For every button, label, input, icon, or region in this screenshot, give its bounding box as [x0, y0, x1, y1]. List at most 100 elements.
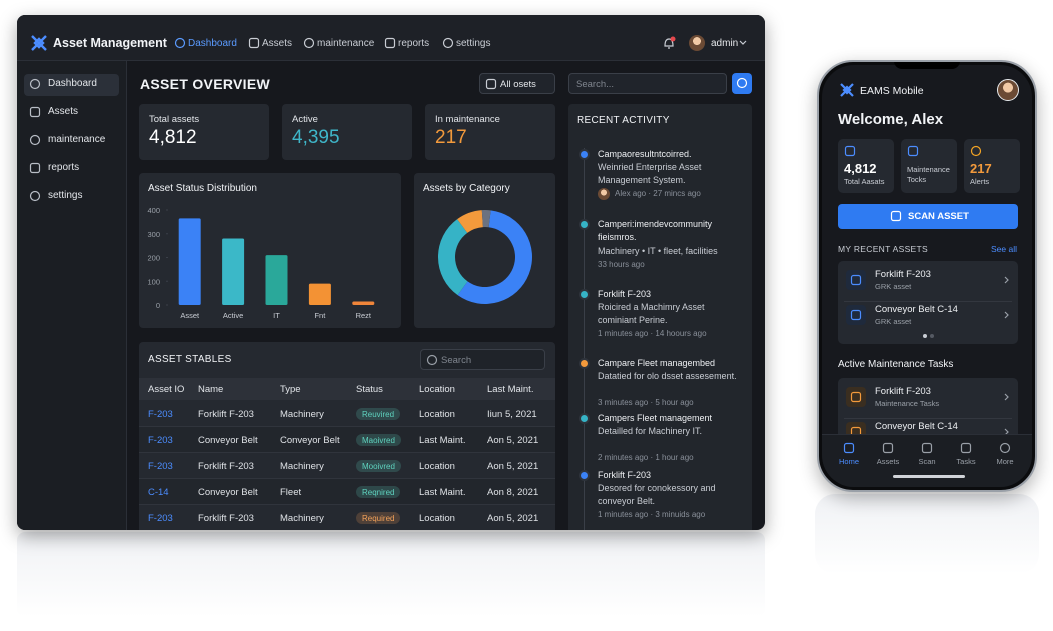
activity-meta: 33 hours ago: [598, 260, 645, 269]
icon: [907, 145, 919, 157]
table-row[interactable]: [139, 479, 555, 505]
y-tick-label: 200: [147, 254, 160, 263]
item-name[interactable]: Forklift F-203: [875, 269, 931, 280]
card-label: Total Aasats: [844, 177, 885, 186]
tab-label[interactable]: Scan: [918, 457, 936, 466]
icon: [960, 442, 972, 454]
overview-title: ASSET OVERVIEW: [140, 76, 270, 92]
logo-shape: [840, 83, 854, 97]
pager-dot: [923, 334, 927, 338]
bar: [265, 255, 288, 305]
activity-heading[interactable]: Campers Fleet management: [598, 413, 713, 423]
activity-text: Roicired a Machimry Asset cominiant Peri…: [598, 302, 705, 325]
nav-item[interactable]: Assets: [262, 38, 293, 49]
timeline-dot: [579, 470, 590, 481]
donut-segment: [438, 219, 468, 296]
icon: [29, 106, 41, 118]
kpi-label: Total assets: [149, 114, 200, 125]
activity-heading[interactable]: Campaoresultntcoirred.: [598, 149, 692, 159]
bar-chart: 0 100 200 300 400 Asset Active IT Fnt Rezt: [147, 206, 375, 320]
filter[interactable]: All osets: [479, 73, 555, 94]
icon: [174, 37, 186, 49]
mobile-card[interactable]: 217 Alerts: [964, 139, 1020, 193]
kpi-value: 4,812: [149, 127, 197, 148]
item-name[interactable]: Conveyor Belt C-14: [875, 421, 958, 432]
icon: [736, 77, 748, 89]
activity-meta: Alex ago · 27 mincs ago: [615, 189, 701, 198]
phone: EAMS Mobile Welcome, Alex 4,812 Total Aasat…: [817, 60, 1037, 492]
card-label: Maintenance Tocks: [907, 165, 950, 184]
tab-label[interactable]: Assets: [876, 457, 900, 466]
mobile-logo: [840, 83, 854, 97]
table-cell: Location: [419, 513, 455, 524]
icon-shape: [890, 210, 902, 222]
table-search[interactable]: Search: [420, 349, 545, 370]
sidebar-item[interactable]: Assets: [48, 106, 79, 117]
mobile-card[interactable]: Maintenance Tocks: [901, 139, 957, 193]
tab-label[interactable]: More: [996, 457, 1014, 466]
kpi-card: In maintenance 217: [425, 104, 555, 160]
table-cell: Aon 5, 2021: [487, 513, 539, 524]
notifications: [664, 36, 676, 49]
tab-label[interactable]: Tasks: [956, 457, 976, 466]
table-cell: Conveyor Belt: [280, 435, 340, 446]
item-name[interactable]: Forklift F-203: [875, 386, 931, 397]
nav-item[interactable]: Dashboard: [188, 38, 237, 49]
mobile-card[interactable]: 4,812 Total Aasats: [838, 139, 894, 193]
nav-item[interactable]: reports: [398, 38, 430, 49]
x-tick-label: Rezt: [356, 311, 372, 320]
category-chart-card: Assets by Category: [414, 173, 555, 328]
table-row[interactable]: [139, 427, 555, 453]
icon-shape: [907, 145, 919, 157]
search-box[interactable]: Search...: [568, 73, 727, 94]
activity-panel: RECENT ACTIVITY Campaoresultntcoirred. Wei…: [568, 104, 752, 530]
item-icon: [846, 305, 866, 325]
icon-shape: [850, 309, 862, 321]
search-button[interactable]: [732, 73, 752, 94]
mobile-avatar[interactable]: [997, 79, 1019, 101]
table-cell: Forklift F-203: [198, 513, 254, 524]
sidebar-item[interactable]: Dashboard: [48, 78, 97, 89]
filter-label: All osets: [500, 79, 536, 90]
greeting: Welcome, Alex: [838, 111, 944, 128]
bar: [308, 283, 331, 305]
sidebar: [17, 61, 127, 530]
activity-heading[interactable]: Camperi:imendevcommunity fieismros.: [598, 219, 713, 242]
item-name[interactable]: Conveyor Belt C-14: [875, 304, 958, 315]
tab-label[interactable]: Home: [838, 457, 859, 466]
icon-shape: [29, 106, 41, 118]
sidebar-item[interactable]: maintenance: [48, 134, 106, 145]
table-row[interactable]: [139, 401, 555, 427]
table-cell: Machinery: [280, 461, 324, 472]
icon: [850, 309, 862, 321]
window-reflection: [17, 532, 765, 617]
table-row[interactable]: [139, 453, 555, 479]
scan-button[interactable]: SCAN ASSET: [838, 204, 1018, 229]
activity-meta: 2 minutes ago · 1 hour ago: [598, 453, 694, 462]
tab-bar: [822, 434, 1032, 487]
item-sub: GRK asset: [875, 317, 912, 326]
nav-item[interactable]: settings: [456, 38, 491, 49]
table-cell: Iiun 5, 2021: [487, 409, 537, 420]
x-tick-label: Active: [223, 311, 243, 320]
sidebar-item[interactable]: settings: [48, 190, 83, 201]
sidebar-item[interactable]: reports: [48, 162, 80, 173]
timeline-dot: [579, 219, 590, 230]
card-value: 217: [970, 161, 992, 176]
icon-shape: [850, 274, 862, 286]
icon: [850, 274, 862, 286]
user-name[interactable]: admin: [711, 38, 739, 49]
table-cell: Aon 8, 2021: [487, 487, 539, 498]
activity-heading[interactable]: Forklift F-203: [598, 470, 652, 480]
icon-shape: [843, 442, 855, 454]
activity-heading[interactable]: Forklift F-203: [598, 289, 652, 299]
nav-item[interactable]: maintenance: [317, 38, 375, 49]
activity-heading[interactable]: Campare Fleet managembed: [598, 358, 716, 368]
see-all[interactable]: See all: [991, 244, 1017, 254]
y-tick-label: 0: [156, 301, 160, 310]
icon: [303, 37, 315, 49]
chart-title: Asset Status Distribution: [148, 183, 257, 194]
donut-chart: [438, 210, 532, 304]
kpi-value: 4,395: [292, 127, 340, 148]
